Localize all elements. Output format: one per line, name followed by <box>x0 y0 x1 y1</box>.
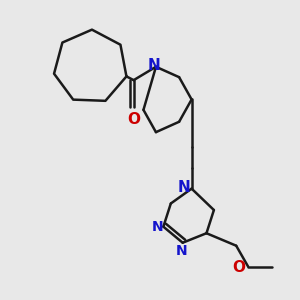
Text: N: N <box>177 180 190 195</box>
Text: N: N <box>176 244 187 258</box>
Text: N: N <box>147 58 160 73</box>
Text: N: N <box>152 220 164 234</box>
Text: O: O <box>233 260 246 275</box>
Text: O: O <box>127 112 140 127</box>
